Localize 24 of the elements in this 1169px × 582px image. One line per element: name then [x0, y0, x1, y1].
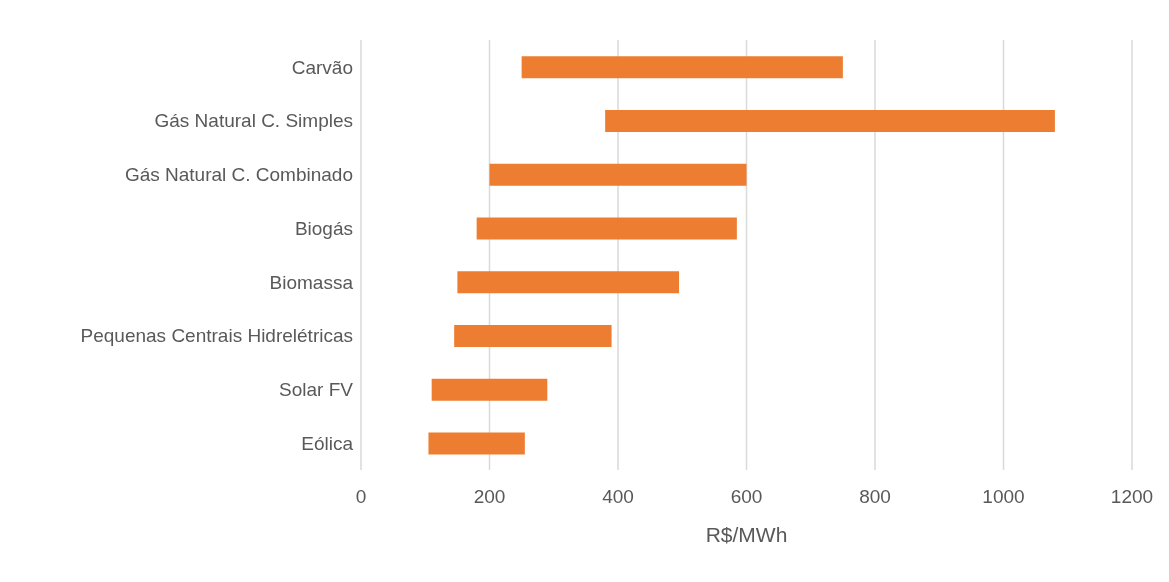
y-tick-label: Biomassa: [269, 271, 354, 293]
bar: [605, 109, 1055, 132]
bar: [454, 324, 612, 347]
y-tick-label: Eólica: [301, 432, 354, 454]
y-tick-label: Gás Natural C. Combinado: [124, 164, 353, 186]
y-tick-label: Gás Natural C. Simples: [154, 110, 353, 132]
x-tick-label: 0: [355, 486, 367, 508]
x-axis-title: R$/MWh: [705, 523, 788, 546]
x-tick-label: 800: [859, 486, 891, 508]
y-tick-label: Pequenas Centrais Hidrelétricas: [80, 325, 353, 347]
bar: [457, 271, 680, 294]
bar: [476, 217, 737, 240]
x-tick-label: 600: [730, 486, 763, 508]
x-tick-label: 400: [602, 486, 634, 508]
x-tick-label: 200: [473, 486, 506, 508]
y-tick-label: Solar FV: [279, 379, 354, 401]
x-tick-label: 1200: [1110, 486, 1154, 508]
bar: [431, 378, 548, 401]
y-tick-label: Biogás: [294, 217, 353, 239]
bar: [428, 432, 525, 455]
y-tick-label: Carvão: [291, 56, 353, 78]
x-tick-label: 1000: [982, 486, 1025, 508]
bar: [489, 163, 747, 186]
bar: [521, 56, 843, 79]
